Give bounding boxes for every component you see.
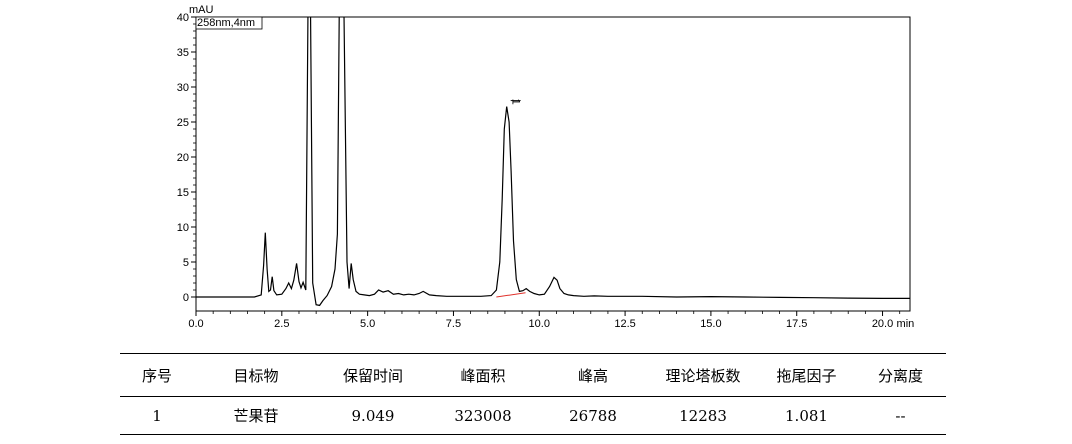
cell-target: 芒果苷 bbox=[233, 407, 279, 425]
cell-peak-area: 323008 bbox=[454, 406, 512, 425]
detector-label-text: 258nm,4nm bbox=[197, 17, 255, 29]
x-tick-label: 2.5 bbox=[274, 318, 289, 330]
x-tick-label: 5.0 bbox=[360, 318, 375, 330]
y-tick-label: 10 bbox=[177, 222, 189, 234]
plot-frame bbox=[195, 16, 911, 312]
y-tick-label: 0 bbox=[183, 292, 189, 304]
table-row: 1 芒果苷 9.049 323008 26788 12283 1.081 -- bbox=[120, 397, 946, 435]
y-tick-label: 5 bbox=[183, 257, 189, 269]
header-peak-area: 峰面积 bbox=[460, 366, 506, 385]
x-tick-label: 12.5 bbox=[614, 318, 635, 330]
x-tick-label: 15.0 bbox=[700, 318, 721, 330]
cell-retention-time: 9.049 bbox=[351, 406, 395, 425]
cell-index: 1 bbox=[152, 406, 162, 425]
y-tick-label: 15 bbox=[177, 187, 189, 199]
x-tick-label: 17.5 bbox=[786, 318, 807, 330]
x-tick-label: 0.0 bbox=[188, 318, 203, 330]
x-tick-label: 20.0 bbox=[872, 318, 893, 330]
cell-resolution: -- bbox=[895, 406, 906, 425]
y-axis-unit: mAU bbox=[189, 4, 214, 16]
peak-marker: 1 bbox=[510, 99, 522, 105]
x-axis: 0.0 2.5 5.0 7.5 10.0 12.5 15.0 17.5 20.0 min bbox=[188, 311, 914, 330]
x-axis-unit: min bbox=[897, 318, 915, 330]
header-tailing-factor: 拖尾因子 bbox=[776, 366, 837, 385]
cell-tailing-factor: 1.081 bbox=[785, 406, 828, 425]
detector-label: 258nm,4nm bbox=[195, 16, 263, 30]
header-index: 序号 bbox=[141, 366, 172, 385]
cell-peak-height: 26788 bbox=[569, 406, 617, 425]
x-tick-label: 7.5 bbox=[446, 318, 461, 330]
y-tick-label: 30 bbox=[177, 82, 189, 94]
x-tick-label: 10.0 bbox=[529, 318, 550, 330]
header-resolution: 分离度 bbox=[877, 366, 923, 385]
chromatogram-chart: 0 5 10 15 20 25 30 35 40 0.0 2.5 5.0 7.5 10.0 12.5 15.… bbox=[177, 4, 915, 330]
result-table: 序号 目标物 保留时间 峰面积 峰高 理论塔板数 拖尾因子 分离度 1 芒果苷 … bbox=[120, 353, 946, 435]
header-plate-count: 理论塔板数 bbox=[665, 366, 741, 385]
header-retention-time: 保留时间 bbox=[342, 366, 403, 385]
header-peak-height: 峰高 bbox=[577, 366, 608, 385]
peak-marker-label: 1 bbox=[510, 99, 522, 105]
chromatogram-trace bbox=[196, 17, 910, 307]
header-target: 目标物 bbox=[233, 366, 279, 385]
cell-plate-count: 12283 bbox=[679, 406, 727, 425]
y-tick-label: 35 bbox=[177, 47, 189, 59]
table-header-row: 序号 目标物 保留时间 峰面积 峰高 理论塔板数 拖尾因子 分离度 bbox=[120, 353, 946, 397]
y-tick-label: 20 bbox=[177, 152, 189, 164]
y-axis: 0 5 10 15 20 25 30 35 40 bbox=[177, 12, 196, 304]
peak-baseline bbox=[496, 292, 526, 298]
y-tick-label: 25 bbox=[177, 117, 189, 129]
y-tick-label: 40 bbox=[177, 12, 189, 24]
